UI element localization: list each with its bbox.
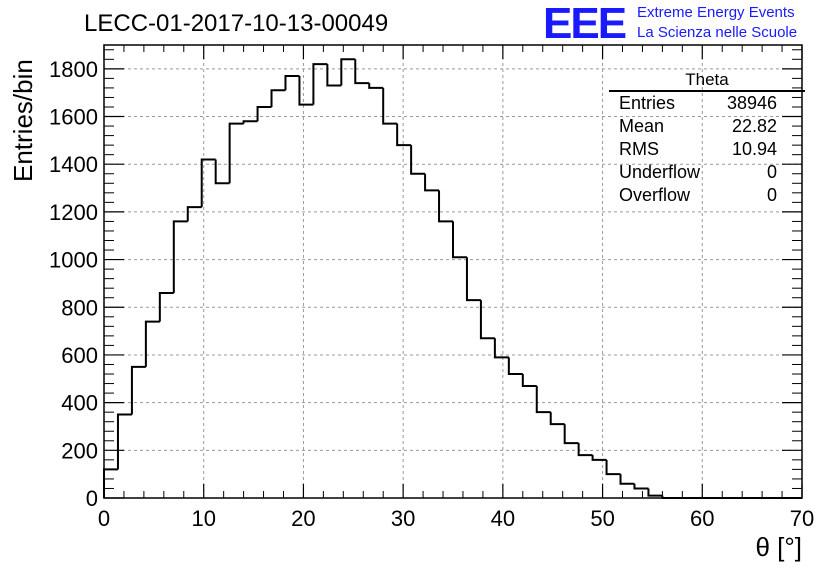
stats-value: 22.82 <box>731 116 777 136</box>
histogram-bin <box>410 145 426 175</box>
histogram-bin <box>242 120 258 124</box>
histogram-bin <box>130 365 146 415</box>
stats-label: Mean <box>619 116 665 136</box>
y-tick-label: 1600 <box>49 105 98 130</box>
histogram-bin <box>521 374 537 387</box>
y-tick-label: 400 <box>61 391 98 416</box>
histogram-bin <box>158 291 174 322</box>
histogram-bin <box>452 221 467 259</box>
tick-labels: 0 10 20 30 40 50 60 70 0 200 400 600 800 1000 1200 1400… <box>49 57 814 531</box>
y-tick-label: 600 <box>61 343 98 368</box>
x-tick-label: 60 <box>690 506 714 531</box>
stats-row: Entries 38946 <box>609 92 805 115</box>
eee-logo: EEE <box>543 2 628 42</box>
logo-line-2: La Scienza nelle Scuole <box>637 24 798 41</box>
y-tick-label: 200 <box>61 438 98 463</box>
histogram-bin <box>647 488 663 497</box>
histogram-bin <box>172 220 188 293</box>
histogram-bin <box>200 158 216 208</box>
histogram-bin <box>479 300 495 340</box>
histogram-bin <box>438 190 453 223</box>
histogram-bin <box>577 443 593 457</box>
svg-text:EEE: EEE <box>543 2 626 42</box>
histogram-bin <box>382 87 398 125</box>
histogram-bin <box>103 468 118 498</box>
histogram-bin <box>256 105 272 122</box>
histogram-bin <box>312 63 328 105</box>
stats-label: Underflow <box>619 162 701 182</box>
plot-frame <box>103 44 803 499</box>
histogram-bin <box>340 58 356 86</box>
histogram-bin <box>507 357 523 376</box>
x-tick-label: 50 <box>590 506 614 531</box>
stats-row: Overflow 0 <box>609 184 805 207</box>
stats-value: 10.94 <box>731 139 777 159</box>
stats-title: Theta <box>609 70 805 92</box>
y-tick-label: 1400 <box>49 152 98 177</box>
x-tick-label: 40 <box>491 506 515 531</box>
x-tick-label: 10 <box>191 506 215 531</box>
stats-row: Underflow 0 <box>609 161 805 184</box>
histogram-bin <box>633 483 649 490</box>
axis-ticks <box>103 45 803 499</box>
histogram-bin <box>116 413 132 470</box>
histogram-bin <box>396 123 412 147</box>
stats-label: Overflow <box>619 185 691 205</box>
stats-row: Mean 22.82 <box>609 115 805 138</box>
y-tick-label: 800 <box>61 295 98 320</box>
x-tick-label: 70 <box>790 506 814 531</box>
stats-value: 0 <box>766 185 777 205</box>
histogram-bin <box>563 424 579 445</box>
x-axis-label: θ [°] <box>755 532 802 562</box>
chart-title: LECC-01-2017-10-13-00049 <box>84 10 389 37</box>
stats-value: 0 <box>766 162 777 182</box>
x-tick-label: 20 <box>291 506 315 531</box>
stats-label: RMS <box>619 139 659 159</box>
x-tick-label: 30 <box>391 506 415 531</box>
stats-row: RMS 10.94 <box>609 138 805 161</box>
stats-label: Entries <box>619 93 676 113</box>
y-tick-label: 0 <box>86 486 98 511</box>
histogram-bin <box>605 459 621 476</box>
histogram-bin <box>619 474 635 485</box>
histogram-bin <box>228 122 244 184</box>
grid-lines <box>104 45 802 498</box>
histogram-bin <box>591 455 607 461</box>
x-tick-label: 0 <box>98 506 110 531</box>
histogram-bin <box>284 74 300 91</box>
histogram-bin <box>186 206 202 222</box>
y-tick-label: 1800 <box>49 57 98 82</box>
logo-line-1: Extreme Energy Events <box>637 4 795 21</box>
histogram-bin <box>326 64 342 87</box>
histogram-bin <box>493 338 509 359</box>
y-tick-label: 1000 <box>49 248 98 273</box>
stats-box: Theta Entries 38946 Mean 22.82 RMS 10.94 Under… <box>609 70 805 207</box>
histogram-bin <box>270 89 286 107</box>
histogram-bin <box>214 159 230 185</box>
histogram-bin <box>354 59 370 85</box>
histogram-bin <box>298 75 314 106</box>
histogram-bin <box>465 257 481 302</box>
histogram-bin <box>368 83 384 89</box>
histogram-bin <box>424 173 440 192</box>
histogram-bin <box>535 385 551 414</box>
histogram-bin <box>549 412 565 426</box>
y-tick-label: 1200 <box>49 200 98 225</box>
histogram-bin <box>144 320 160 367</box>
stats-value: 38946 <box>726 93 777 113</box>
